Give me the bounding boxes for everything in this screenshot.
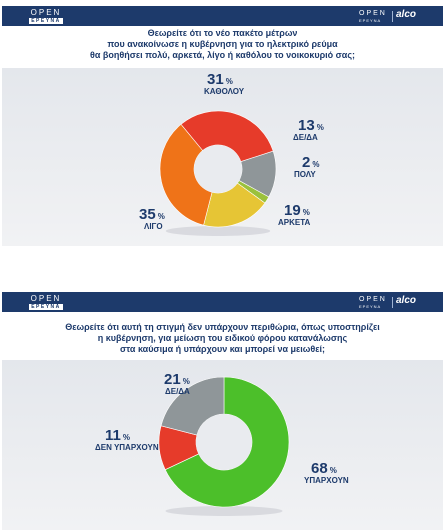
- percent-sign: %: [312, 160, 319, 169]
- data-label-category: ΚΑΘΟΛΟΥ: [204, 87, 245, 96]
- header-bar: OPEN ΕΡΕΥΝΑ OPEN ΕΡΕΥΝΑ alco: [2, 292, 443, 312]
- logo-erevna-text: ΕΡΕΥΝΑ: [29, 304, 63, 310]
- donut-shadow: [165, 226, 271, 236]
- percent-sign: %: [183, 377, 190, 386]
- data-label-category: ΔΕΝ ΥΠΑΡΧΟΥΝ: [95, 443, 159, 452]
- data-label-value: 13%: [298, 117, 324, 134]
- open-erevna-logo-right: OPEN ΕΡΕΥΝΑ: [359, 296, 387, 309]
- logo-open-text-right: OPEN: [359, 10, 387, 17]
- open-erevna-logo-right: OPEN ΕΡΕΥΝΑ: [359, 10, 387, 23]
- data-label-value: 35%: [139, 206, 165, 223]
- data-label-category: ΔΕ/ΔΑ: [293, 133, 318, 142]
- logo-open-text: OPEN: [30, 294, 62, 303]
- data-label-value: 2%: [302, 154, 319, 171]
- data-label-value: 68%: [311, 460, 337, 477]
- percent-sign: %: [303, 208, 310, 217]
- data-label-category: ΔΕ/ΔΑ: [165, 387, 190, 396]
- logo-divider: [392, 11, 393, 22]
- question-line: Θεωρείτε ότι το νέο πακέτο μέτρων: [147, 28, 298, 38]
- header-bar: OPEN ΕΡΕΥΝΑ OPEN ΕΡΕΥΝΑ alco: [2, 6, 443, 26]
- question-line: Θεωρείτε ότι αυτή τη στιγμή δεν υπάρχουν…: [65, 322, 380, 332]
- data-label-category: ΠΟΛΥ: [294, 170, 316, 179]
- question-title: Θεωρείτε ότι αυτή τη στιγμή δεν υπάρχουν…: [2, 322, 443, 355]
- donut-chart: 13 %ΔΕ/ΔΑ 2 %ΠΟΛΥ 19 %ΑΡΚΕΤΑ 35 %ΛΙΓΟ 31 %ΚΑΘΟΛΟΥ: [139, 71, 324, 236]
- poll-panel-electricity: OPEN ΕΡΕΥΝΑ OPEN ΕΡΕΥΝΑ alco Θεωρείτε ότ…: [2, 6, 443, 246]
- question-area: [2, 312, 443, 360]
- percent-sign: %: [123, 433, 130, 442]
- percent-sign: %: [158, 212, 165, 221]
- data-label-category: ΥΠΑΡΧΟΥΝ: [304, 476, 349, 485]
- donut-chart: 68 %ΥΠΑΡΧΟΥΝ 11 %ΔΕΝ ΥΠΑΡΧΟΥΝ 21 %ΔΕ/ΔΑ: [95, 371, 349, 516]
- question-line: στα καύσιμα ή υπάρχουν και μπορεί να μει…: [119, 344, 325, 354]
- logo-erevna-text-right: ΕΡΕΥΝΑ: [359, 304, 382, 309]
- question-area: [2, 26, 443, 72]
- question-line: θα βοηθήσει πολύ, αρκετά, λίγο ή καθόλου…: [89, 50, 356, 60]
- data-label-value: 19%: [284, 202, 310, 219]
- question-title: Θεωρείτε ότι το νέο πακέτο μέτρων που αν…: [2, 28, 443, 61]
- question-line: που ανακοίνωσε η κυβέρνηση για το ηλεκτρ…: [107, 39, 338, 49]
- alco-logo: alco: [396, 9, 417, 20]
- data-label-value: 31%: [207, 71, 233, 88]
- question-line: η κυβέρνηση, για μείωση του ειδικού φόρο…: [97, 333, 348, 343]
- data-label-category: ΛΙΓΟ: [144, 222, 163, 231]
- data-label-value: 11%: [105, 427, 130, 444]
- logo-erevna-text-right: ΕΡΕΥΝΑ: [359, 18, 382, 23]
- data-label-category: ΑΡΚΕΤΑ: [278, 218, 311, 227]
- logo-divider: [392, 297, 393, 308]
- logo-open-text: OPEN: [30, 8, 62, 17]
- open-erevna-logo: OPEN ΕΡΕΥΝΑ: [29, 295, 63, 310]
- logo-open-text-right: OPEN: [359, 296, 387, 303]
- open-erevna-logo: OPEN ΕΡΕΥΝΑ: [29, 9, 63, 24]
- donut-hole: [196, 414, 252, 470]
- logo-erevna-text: ΕΡΕΥΝΑ: [29, 18, 63, 24]
- donut-hole: [194, 145, 242, 193]
- percent-sign: %: [330, 466, 337, 475]
- data-label-value: 21%: [164, 371, 190, 388]
- percent-sign: %: [226, 77, 233, 86]
- poll-panel-fuel-tax: OPEN ΕΡΕΥΝΑ OPEN ΕΡΕΥΝΑ alco Θεωρείτε ότ…: [2, 292, 443, 530]
- percent-sign: %: [317, 123, 324, 132]
- donut-shadow: [165, 506, 283, 516]
- alco-logo: alco: [396, 295, 417, 306]
